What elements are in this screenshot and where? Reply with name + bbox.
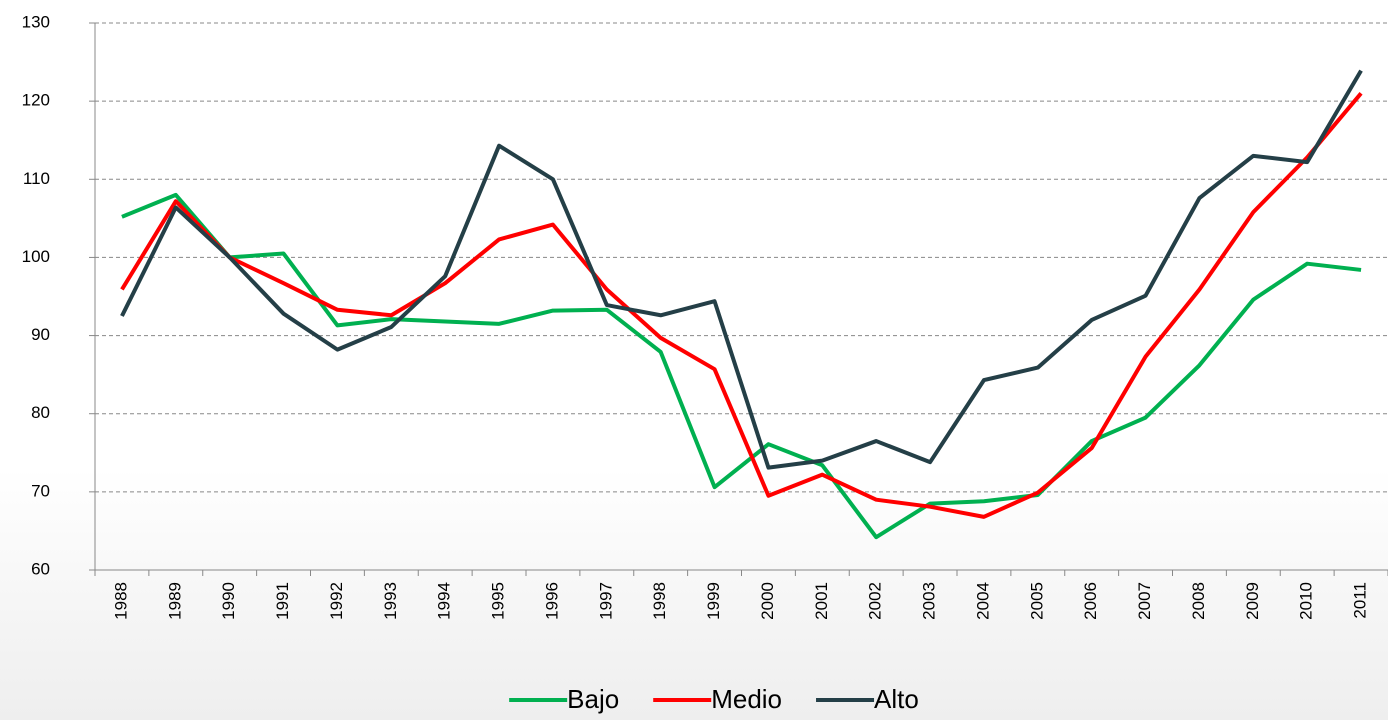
x-tick-label: 2008 bbox=[1189, 582, 1208, 620]
x-tick-label: 2007 bbox=[1135, 582, 1154, 620]
y-tick-label: 90 bbox=[31, 325, 50, 344]
x-tick-label: 1992 bbox=[327, 582, 346, 620]
legend-label: Alto bbox=[874, 684, 919, 714]
x-tick-label: 2002 bbox=[866, 582, 885, 620]
x-tick-label: 1994 bbox=[435, 582, 454, 620]
x-tick-label: 1999 bbox=[704, 582, 723, 620]
x-tick-label: 2009 bbox=[1243, 582, 1262, 620]
series-line bbox=[121, 192, 1362, 540]
x-tick-label: 2003 bbox=[920, 582, 939, 620]
series-line bbox=[120, 69, 1363, 470]
series-line bbox=[120, 92, 1363, 519]
x-tick-label: 2000 bbox=[758, 582, 777, 620]
legend-label: Medio bbox=[711, 684, 782, 714]
x-tick-label: 1998 bbox=[650, 582, 669, 620]
legend: Bajo Medio Alto bbox=[509, 684, 919, 714]
y-tick-label: 100 bbox=[22, 247, 50, 266]
y-tick-label: 120 bbox=[22, 91, 50, 110]
x-tick-label: 1997 bbox=[596, 582, 615, 620]
y-tick-label: 110 bbox=[23, 169, 50, 188]
x-tick-label: 2010 bbox=[1297, 582, 1316, 620]
x-tick-label: 2004 bbox=[973, 582, 992, 620]
x-tick-label: 2005 bbox=[1027, 582, 1046, 620]
x-tick-label: 2001 bbox=[812, 582, 831, 620]
x-tick-label: 1989 bbox=[165, 582, 184, 620]
y-tick-label: 130 bbox=[22, 12, 50, 31]
x-tick-label: 2011 bbox=[1351, 582, 1370, 619]
y-tick-label: 70 bbox=[31, 481, 50, 500]
x-tick-label: 1988 bbox=[111, 582, 130, 620]
legend-label: Bajo bbox=[567, 684, 619, 714]
x-tick-label: 1991 bbox=[273, 582, 292, 620]
x-tick-label: 1996 bbox=[542, 582, 561, 620]
x-tick-label: 1993 bbox=[381, 582, 400, 620]
y-tick-label: 80 bbox=[31, 403, 50, 422]
x-tick-label: 1995 bbox=[489, 582, 508, 620]
y-tick-label: 60 bbox=[31, 559, 50, 578]
x-tick-label: 1990 bbox=[219, 582, 238, 620]
x-tick-label: 2006 bbox=[1081, 582, 1100, 620]
